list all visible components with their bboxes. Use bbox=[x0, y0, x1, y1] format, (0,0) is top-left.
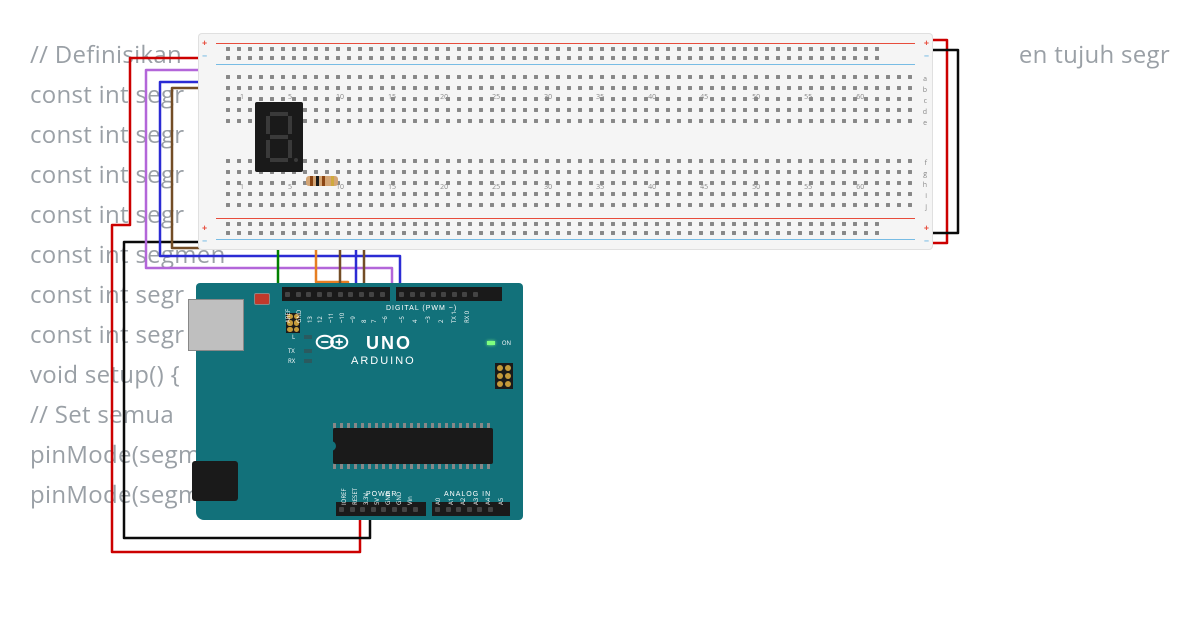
icsp-header-icon bbox=[495, 363, 513, 389]
code-line: const int segr bbox=[30, 315, 377, 355]
digital-header-2 bbox=[396, 287, 502, 301]
code-line: const int segr bbox=[30, 155, 377, 195]
wire-black-rail bbox=[914, 50, 958, 233]
code-line: // Definisikan bbox=[30, 35, 377, 75]
code-line: const int segr bbox=[30, 115, 377, 155]
code-line: pinMode(segmentA, OUTPUT); bbox=[30, 435, 377, 475]
code-line: // Set semua bbox=[30, 395, 377, 435]
analog-header bbox=[432, 502, 510, 516]
code-line: const int segmen bbox=[30, 235, 377, 275]
code-line: const int segr bbox=[30, 75, 377, 115]
analog-label: ANALOG IN bbox=[444, 491, 491, 498]
led-on bbox=[487, 341, 495, 345]
code-fragment-right: en tujuh segr bbox=[1019, 35, 1170, 75]
code-line: const int segr bbox=[30, 195, 377, 235]
digital-label: DIGITAL (PWM ~) bbox=[386, 305, 457, 312]
code-line: void setup() { bbox=[30, 355, 377, 395]
code-line: pinMode(segmentB, OUTPUT); bbox=[30, 475, 377, 515]
code-line: const int segr bbox=[30, 275, 377, 315]
background-code: // Definisikan const int segr const int … bbox=[30, 35, 377, 515]
wire-red-rail bbox=[914, 40, 947, 243]
